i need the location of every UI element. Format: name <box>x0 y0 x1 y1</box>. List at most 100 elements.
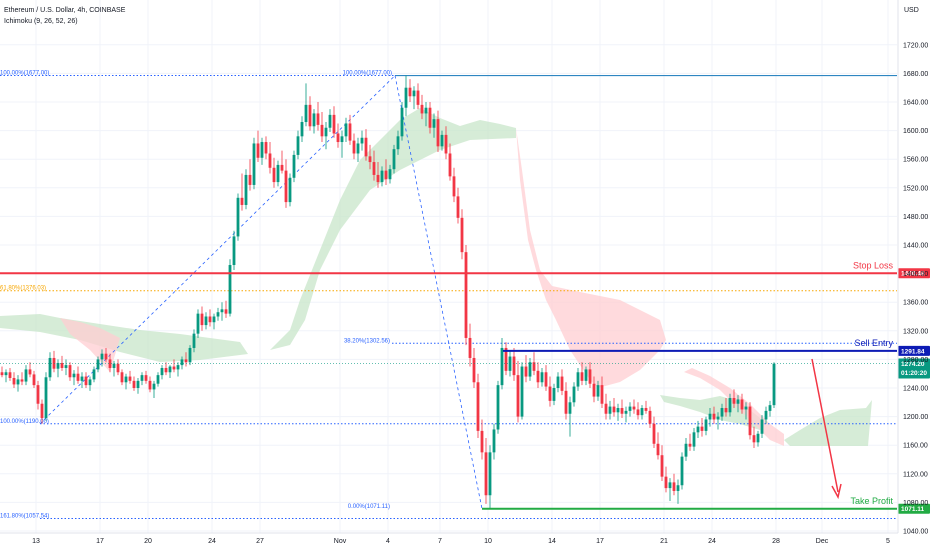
candle <box>540 367 544 387</box>
candle-body <box>180 359 184 366</box>
candle-body <box>596 385 600 397</box>
candle-body <box>284 170 288 203</box>
candle <box>572 382 576 407</box>
candle-body <box>160 367 164 376</box>
candle <box>496 380 500 434</box>
candle <box>400 102 404 141</box>
candle <box>40 399 44 424</box>
time-tick-label: 17 <box>596 538 604 545</box>
candle-body <box>488 452 492 496</box>
candle-body <box>48 357 52 378</box>
candle <box>4 369 8 383</box>
candle <box>360 130 364 151</box>
candle-body <box>768 405 772 411</box>
candle-body <box>668 482 672 489</box>
candle-body <box>188 347 192 363</box>
candle <box>112 360 116 377</box>
candle-body <box>636 409 640 416</box>
candle <box>708 408 712 427</box>
candle <box>712 406 716 424</box>
candle-body <box>644 408 648 411</box>
candle-body <box>700 426 704 431</box>
candle <box>764 406 768 424</box>
candle-body <box>364 137 368 157</box>
price-tick-label: 1640.00 <box>903 100 928 107</box>
candle-body <box>84 376 88 386</box>
candle-body <box>392 149 396 170</box>
price-tick-label: 1240.00 <box>903 386 928 393</box>
time-tick-label: 7 <box>438 538 442 545</box>
candle <box>392 144 396 174</box>
candle-body <box>440 134 444 147</box>
candle-body <box>436 119 440 147</box>
candle-body <box>492 429 496 453</box>
candle <box>124 373 128 390</box>
candle-body <box>728 398 732 413</box>
candle <box>144 370 148 384</box>
candle <box>316 102 320 131</box>
cloud-segment <box>516 128 666 388</box>
candle <box>412 86 416 110</box>
candle-body <box>32 374 36 386</box>
candle <box>332 106 336 138</box>
candle <box>472 347 476 388</box>
level-price-tag: 1291.84 <box>898 345 930 356</box>
candle-body <box>16 379 20 385</box>
candle <box>524 355 528 383</box>
candle-body <box>120 372 124 383</box>
candle-body <box>620 408 624 414</box>
candle <box>724 398 728 417</box>
candle-body <box>196 313 200 334</box>
price-tick-label: 1080.00 <box>903 500 928 507</box>
price-tick-label: 1680.00 <box>903 71 928 78</box>
candle <box>0 366 4 378</box>
candle-body <box>204 316 208 326</box>
candle-body <box>308 104 312 127</box>
candle <box>96 356 100 373</box>
candle-body <box>592 383 596 397</box>
candle-body <box>36 385 40 404</box>
arrow-head <box>831 483 842 500</box>
candle <box>512 347 516 381</box>
candle <box>188 345 192 366</box>
candle-body <box>744 406 748 410</box>
candle-body <box>612 406 616 413</box>
candle <box>292 150 296 183</box>
candle-body <box>600 385 604 404</box>
level-annotation: Take Profit <box>850 496 893 506</box>
candle-body <box>416 90 420 105</box>
candle-body <box>576 372 580 387</box>
candle-body <box>152 383 156 390</box>
candle-body <box>708 413 712 420</box>
price-tick-label: 1520.00 <box>903 185 928 192</box>
candle <box>300 116 304 143</box>
candle <box>424 102 428 127</box>
time-axis[interactable]: 13 17 20 24 27 Nov 4 7 10 14 17 21 24 28 Dec 5 <box>0 532 898 545</box>
candle <box>416 83 420 110</box>
candle-body <box>760 419 764 434</box>
candle <box>16 375 20 392</box>
candle-body <box>404 87 408 108</box>
candle <box>64 359 68 376</box>
level-price-tag-bg <box>898 503 930 514</box>
candle-body <box>12 377 16 385</box>
candle-body <box>356 143 360 154</box>
price-axis[interactable]: USD 1040.00 1080.00 1120.00 1160.00 1200.00 12… <box>897 0 928 536</box>
candle <box>544 365 548 391</box>
candle <box>44 372 48 421</box>
candle <box>536 362 540 388</box>
candle-body <box>244 174 248 205</box>
candle-body <box>100 353 104 360</box>
fibonacci-levels: 100.00%(1677.00) 0.00%(1071.11) 38.20%(130… <box>0 71 897 519</box>
price-tick-label: 1200.00 <box>903 414 928 421</box>
current-price-tag-bg <box>898 358 930 379</box>
candlesticks[interactable] <box>0 75 776 509</box>
candle-body <box>352 140 356 154</box>
candle-body <box>656 443 660 456</box>
candle <box>716 412 720 430</box>
fib-label: 61.80%(1376.03) <box>0 286 46 292</box>
candle <box>288 173 292 207</box>
candle <box>652 416 656 449</box>
candle-body <box>88 379 92 386</box>
